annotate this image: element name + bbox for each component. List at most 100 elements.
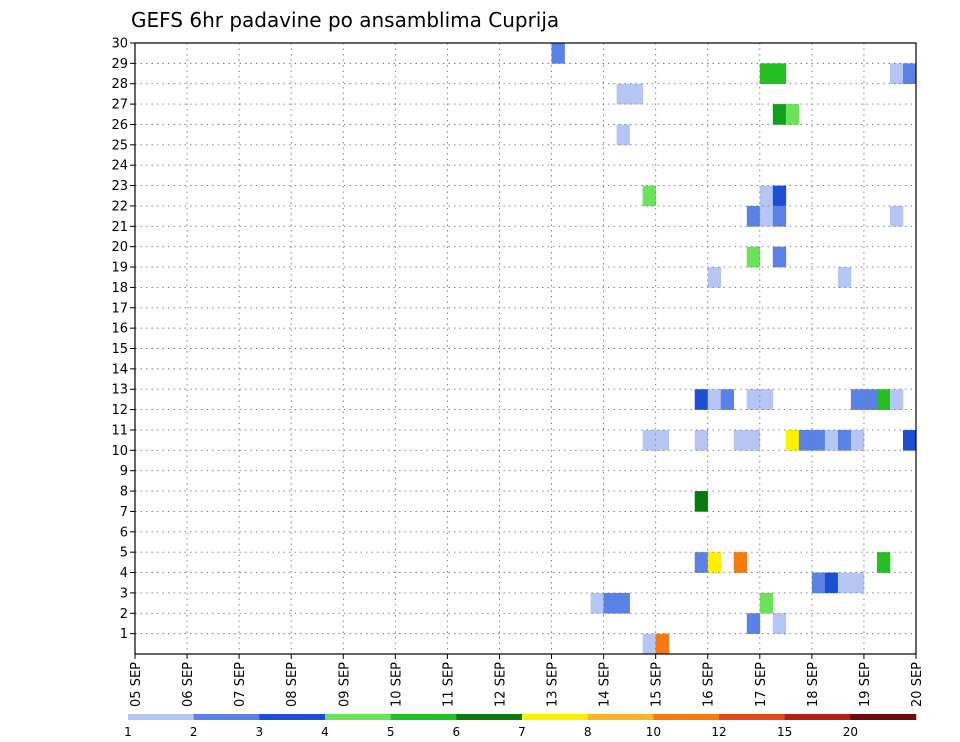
- x-tick-label: 05 SEP: [129, 662, 144, 707]
- data-cell: [733, 429, 748, 451]
- colorbar-label: 15: [777, 725, 792, 739]
- y-tick-label: 11: [111, 423, 128, 438]
- colorbar-label: 4: [321, 725, 329, 739]
- data-cell: [798, 429, 813, 451]
- data-cell: [694, 389, 709, 410]
- x-tick-label: 14 SEP: [598, 662, 613, 707]
- y-tick-label: 21: [111, 220, 128, 235]
- data-cell: [759, 389, 774, 410]
- x-tick-label: 15 SEP: [650, 662, 665, 707]
- colorbar-swatch: [522, 714, 588, 720]
- x-tick-label: 06 SEP: [181, 662, 196, 707]
- data-cell: [876, 389, 891, 410]
- data-cell: [811, 572, 826, 594]
- data-cell: [655, 633, 669, 655]
- data-cell: [772, 185, 787, 207]
- colorbar-label: 12: [711, 725, 726, 739]
- data-cell: [694, 491, 709, 512]
- colorbar-label: 2: [190, 725, 198, 739]
- data-cell: [551, 43, 565, 64]
- y-tick-label: 15: [111, 342, 128, 357]
- data-cell: [733, 552, 748, 573]
- x-tick-label: 18 SEP: [806, 662, 821, 707]
- data-cell: [889, 389, 904, 410]
- data-cell: [642, 429, 656, 451]
- data-cell: [785, 429, 800, 451]
- chart-title: GEFS 6hr padavine po ansamblima Cuprija: [131, 8, 559, 32]
- data-cell: [759, 185, 774, 207]
- y-tick-label: 26: [111, 118, 128, 133]
- grid-lines: [135, 43, 916, 654]
- colorbar-label: 1: [124, 725, 132, 739]
- y-tick-label: 27: [111, 98, 128, 113]
- data-cell: [837, 429, 852, 451]
- data-cell: [642, 185, 656, 207]
- colorbar-swatch: [456, 714, 523, 720]
- data-cell: [603, 592, 617, 614]
- y-tick-label: 23: [111, 179, 128, 194]
- x-tick-label: 08 SEP: [285, 662, 300, 707]
- x-tick-label: 17 SEP: [754, 662, 769, 707]
- data-cell: [746, 429, 761, 451]
- x-tick-label: 19 SEP: [858, 662, 873, 707]
- y-tick-label: 22: [111, 199, 128, 214]
- x-tick-label: 10 SEP: [389, 662, 404, 707]
- y-tick-label: 12: [111, 403, 128, 418]
- colorbar-swatch: [784, 714, 851, 720]
- data-cell: [889, 205, 904, 227]
- data-cell: [850, 572, 865, 594]
- colorbar: 1 2 3 4 5 6 7 8 10 12 15 20: [124, 714, 917, 739]
- data-cell: [902, 429, 917, 451]
- data-cell: [759, 63, 774, 85]
- data-cell: [694, 429, 709, 451]
- y-tick-label: 19: [111, 261, 128, 276]
- y-tick-label: 13: [111, 383, 128, 398]
- x-tick-label: 11 SEP: [441, 662, 456, 707]
- data-cell: [850, 429, 865, 451]
- y-tick-label: 9: [120, 464, 128, 479]
- data-cell: [746, 613, 761, 634]
- y-tick-label: 6: [120, 525, 128, 540]
- data-cell: [772, 613, 787, 634]
- data-cell: [694, 552, 709, 573]
- data-cell: [616, 124, 630, 146]
- y-tick-label: 17: [111, 301, 128, 316]
- data-cell: [746, 246, 761, 268]
- data-cell: [629, 83, 643, 105]
- data-cell: [824, 429, 839, 451]
- colorbar-swatch: [850, 714, 917, 720]
- data-cell: [720, 389, 735, 410]
- data-cell: [772, 205, 787, 227]
- y-tick-label: 18: [111, 281, 128, 296]
- data-cell: [863, 389, 878, 410]
- colorbar-swatch: [719, 714, 785, 720]
- data-cell: [837, 572, 852, 594]
- x-tick-label: 12 SEP: [493, 662, 508, 707]
- colorbar-swatch: [193, 714, 260, 720]
- y-tick-label: 2: [120, 607, 128, 622]
- data-cell: [759, 205, 774, 227]
- y-tick-label: 3: [120, 586, 128, 601]
- data-cell: [759, 592, 774, 614]
- x-tick-label: 16 SEP: [702, 662, 717, 707]
- y-tick-label: 7: [120, 505, 128, 520]
- colorbar-label: 8: [584, 725, 592, 739]
- colorbar-label: 6: [453, 725, 461, 739]
- colorbar-swatch: [259, 714, 326, 720]
- data-cell: [902, 63, 917, 85]
- colorbar-label: 7: [518, 725, 526, 739]
- colorbar-label: 5: [387, 725, 395, 739]
- y-tick-label: 10: [111, 444, 128, 459]
- x-tick-label: 07 SEP: [233, 662, 248, 707]
- data-cell: [642, 633, 656, 655]
- y-tick-label: 8: [120, 485, 128, 500]
- data-cells: [551, 43, 917, 655]
- y-tick-label: 1: [120, 627, 128, 642]
- colorbar-label: 10: [646, 725, 661, 739]
- data-cell: [616, 592, 630, 614]
- data-cell: [707, 552, 722, 573]
- colorbar-swatch: [128, 714, 194, 720]
- data-cell: [707, 389, 722, 410]
- y-tick-label: 29: [111, 57, 128, 72]
